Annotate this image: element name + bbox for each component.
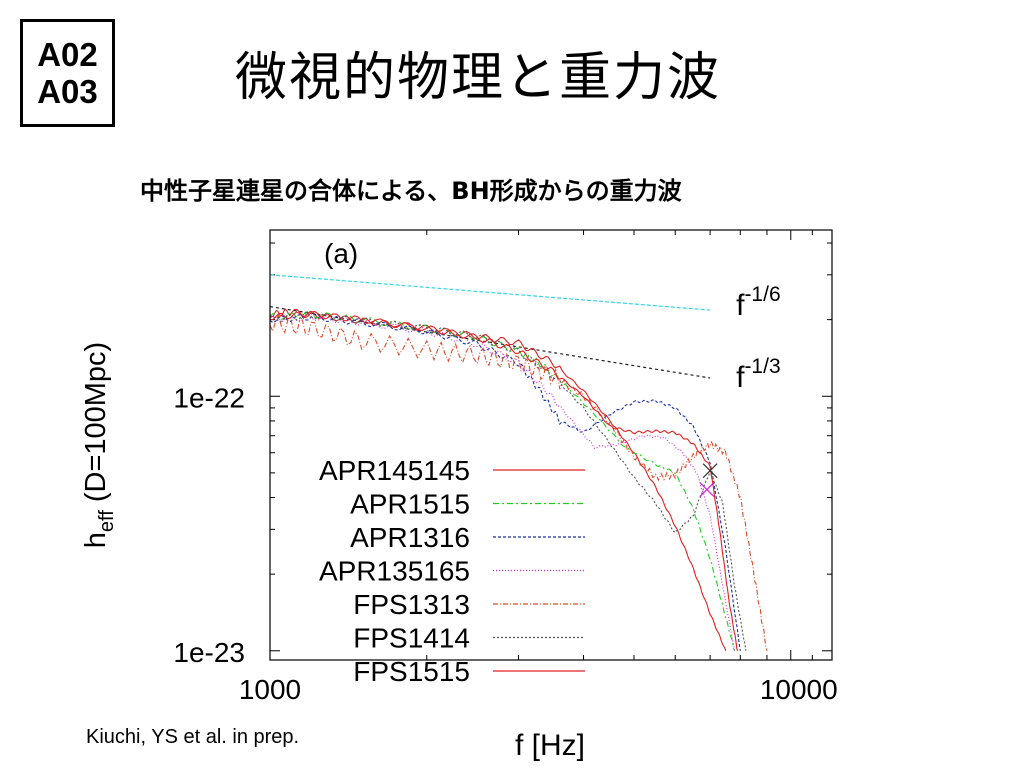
x-axis-label: f [Hz] — [515, 729, 585, 762]
legend-label: APR1515 — [350, 489, 470, 520]
series-line-fps1515 — [269, 310, 739, 651]
end-marker-1 — [699, 482, 715, 497]
y-tick-label: 1e-22 — [173, 382, 245, 413]
series-line-apr135165 — [269, 313, 736, 651]
legend-label: APR145145 — [319, 455, 470, 486]
section-badge: A02 A03 — [20, 19, 115, 127]
end-marker-0 — [702, 463, 718, 479]
reference-line-label-1: f-1/3 — [736, 355, 781, 394]
legend-label: APR135165 — [319, 556, 470, 587]
panel-label: (a) — [324, 238, 358, 269]
series-line-apr1316 — [269, 313, 741, 651]
slide-subtitle: 中性子星連星の合体による、BH形成からの重力波 — [140, 177, 682, 205]
legend-label: FPS1414 — [353, 623, 470, 654]
y-tick-label: 1e-23 — [173, 637, 245, 668]
reference-line-0 — [269, 274, 711, 311]
badge-line-1: A02 — [37, 36, 98, 73]
slide-title: 微視的物理と重力波 — [235, 48, 722, 108]
series-line-fps1414 — [269, 312, 747, 651]
y-axis-label: heff (D=100Mpc) — [80, 342, 118, 548]
legend-label: FPS1313 — [353, 589, 470, 620]
plot-frame — [269, 229, 833, 661]
legend-label: FPS1515 — [353, 656, 470, 687]
badge-line-2: A03 — [37, 73, 98, 110]
x-tick-label: 10000 — [760, 674, 838, 705]
reference-line-label-0: f-1/6 — [736, 283, 781, 322]
x-tick-label: 1000 — [239, 674, 301, 705]
legend-label: APR1316 — [350, 522, 470, 553]
credit-text: Kiuchi, YS et al. in prep. — [86, 726, 300, 748]
series-line-fps1313 — [269, 314, 768, 651]
